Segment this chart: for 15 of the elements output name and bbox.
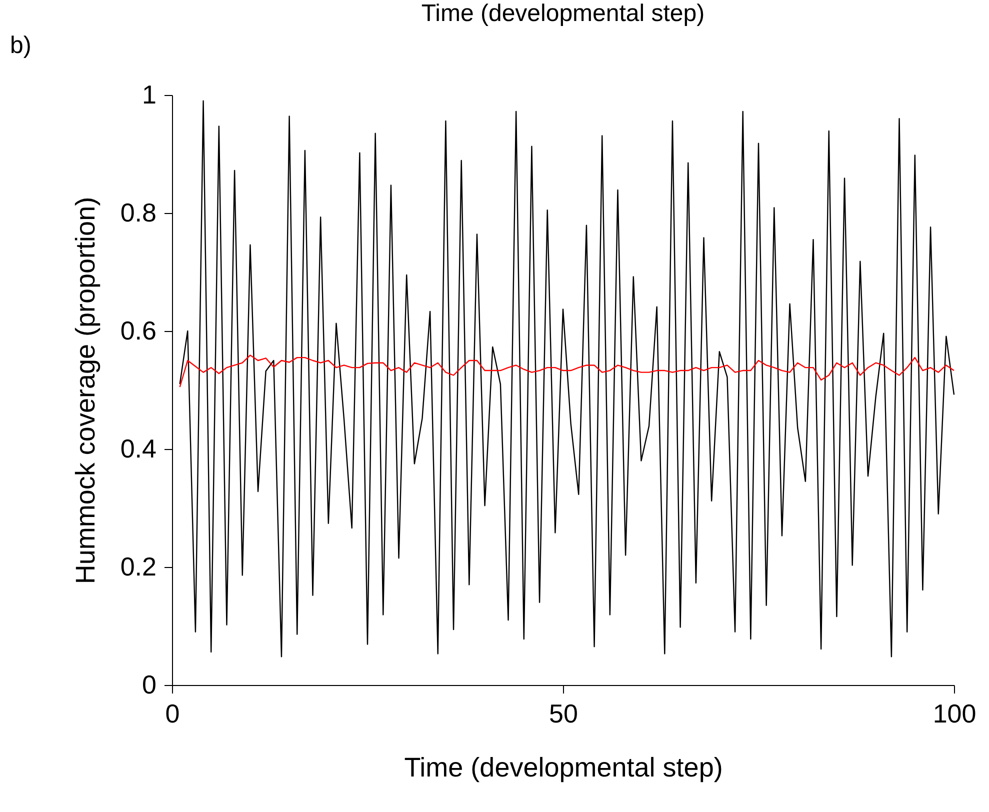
x-tick-label: 100 [932,698,976,728]
x-axis-title: Time (developmental step) [404,752,723,782]
y-tick-label: 1 [142,80,156,110]
y-tick-label: 0 [142,670,156,700]
y-tick-label: 0.4 [120,434,156,464]
text: Time (developmental step) [421,0,705,28]
line-series [179,354,955,388]
y-tick-label: 0.8 [120,198,156,228]
line-series [179,100,955,658]
x-tick-label: 0 [165,698,180,728]
y-tick-label: 0.2 [120,552,156,582]
x-tick-label: 50 [549,698,578,728]
y-axis-title: Hummock coverage (proportion) [70,196,100,584]
text: b) [10,32,32,60]
y-tick-label: 0.6 [120,316,156,346]
